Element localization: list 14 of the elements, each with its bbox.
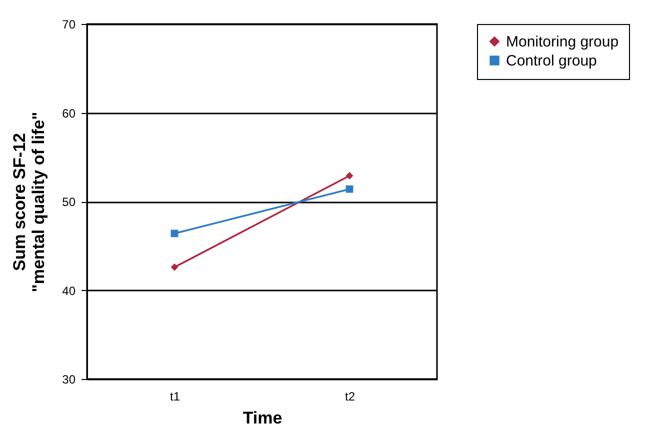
point — [170, 230, 178, 238]
y-axis-title: Sum score SF-12 "mental quality of life" — [10, 112, 48, 292]
x-axis-title: Time — [242, 408, 282, 428]
y-tick-label: 60 — [62, 106, 76, 120]
y-tick-label: 40 — [62, 284, 76, 298]
y-tick-label: 50 — [62, 195, 76, 209]
y-tick-label: 30 — [62, 372, 76, 386]
point — [346, 185, 354, 193]
y-tick-label: 70 — [62, 18, 76, 32]
legend-label: Control group — [506, 52, 597, 70]
x-tick-label: t2 — [344, 390, 356, 404]
legend-label: Monitoring group — [506, 34, 619, 50]
x-tick-label: t1 — [170, 390, 180, 404]
point — [170, 263, 178, 271]
